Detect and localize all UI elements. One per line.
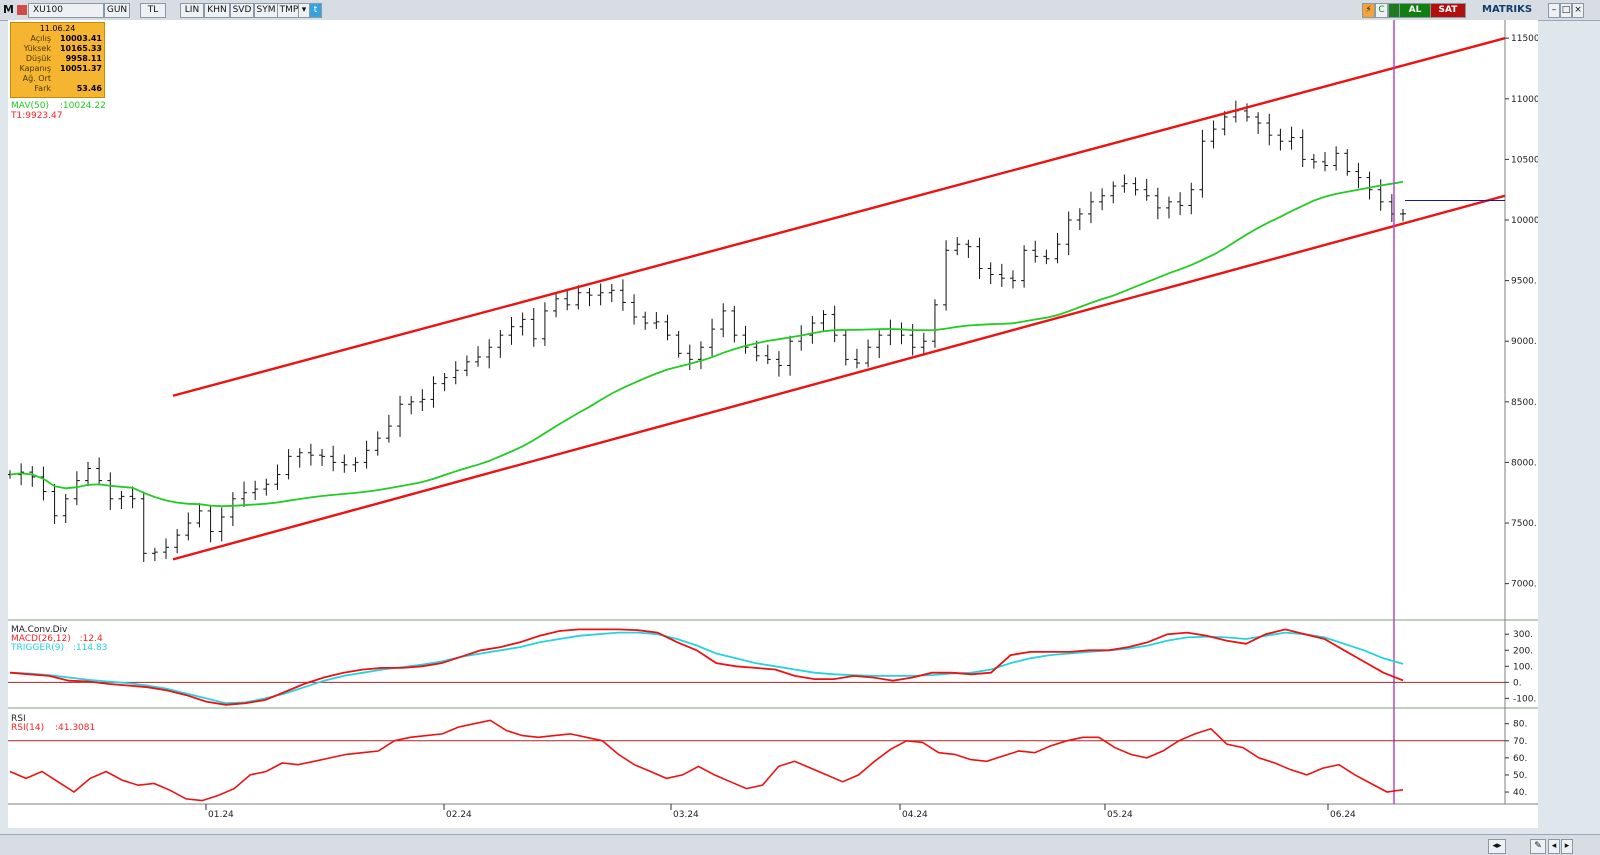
macd-axis-tick-label: 300. [1513,630,1533,640]
twitter-icon[interactable]: t [309,3,322,18]
rsi-axis-tick-label: 50. [1513,771,1527,781]
rsi-legend: RSI(14) :41.3081 [11,723,96,733]
info-date: 11.06.24 [39,24,76,33]
macd-axis-tick-label: 100. [1513,662,1533,672]
rsi-axis-tick-label: 70. [1513,737,1527,747]
lightning-icon[interactable]: ⚡ [1362,3,1375,18]
trigger-legend: TRIGGER(9) :114.83 [11,643,108,653]
x-axis-tick-label: 03.24 [673,810,699,820]
app-logo: M [3,3,14,16]
brand-label: MATRIKS [1482,4,1533,15]
x-axis-tick-label: 05.24 [1107,810,1133,820]
symbol-color-icon [17,5,27,15]
symbol-selector[interactable]: XU100 [28,3,104,18]
trigger-line [9,631,1404,705]
scroll-left-icon[interactable]: ◂ [1548,839,1560,854]
scroll-right-icon[interactable]: ▸ [1561,839,1573,854]
price-axis-tick-label: 10500. [1511,155,1538,165]
macd-axis-tick-label: 200. [1513,646,1533,656]
macd-axis-tick-label: 0. [1513,678,1522,688]
maximize-icon[interactable]: □ [1560,3,1572,18]
toolbar: M XU100 GUN TL LIN KHN SVD SYM TMP ▾ t ⚡… [0,0,1600,21]
price-axis-tick-label: 7000. [1511,580,1537,590]
rsi-panel-title: RSI [11,714,26,724]
price-axis-tick-label: 7500. [1511,519,1537,529]
info-row-low: Düşük 9958.11 [25,54,102,63]
info-row-close: Kapanış 10051.37 [19,64,102,73]
mav50-line [9,180,1404,508]
x-axis-tick-label: 04.24 [902,810,928,820]
draw-tool-icon[interactable]: ✎ [1530,839,1546,854]
ohlc-info-box: 11.06.24 Açılış 10003.41 Yüksek 10165.33 D… [10,22,105,98]
price-axis-tick-label: 11500. [1511,34,1538,44]
sym-button[interactable]: SYM [254,3,278,18]
info-row-avg: Ağ. Ort [22,74,51,83]
price-axis-tick-label: 8500. [1511,398,1537,408]
close-icon[interactable]: × [1572,3,1584,18]
minimize-icon[interactable]: – [1548,3,1560,18]
rsi-axis-tick-label: 80. [1513,720,1527,730]
macd-line [9,628,1404,706]
price-axis-tick-label: 8000. [1511,458,1537,468]
period-button[interactable]: GUN [104,3,130,18]
price-axis-tick-label: 9000. [1511,337,1537,347]
price-axis-tick-label: 11000. [1511,95,1538,105]
status-bar: ◂▸ ✎ ◂ ▸ [0,834,1600,855]
rsi-line [9,719,1404,802]
info-row-open: Açılış 10003.41 [30,34,102,43]
linear-button[interactable]: LIN [180,3,204,18]
sell-button[interactable]: SAT [1430,3,1466,18]
mav-legend: MAV(50) :10024.22 [11,101,106,111]
chart-area[interactable]: 7000. 7500. 8000. 8500. 9000. 9500. 10000. 1050… [7,20,1543,828]
price-axis-tick-label: 9500. [1511,277,1537,287]
scroll-grip[interactable]: ◂▸ [1488,839,1506,854]
price-chart-svg[interactable]: 7000. 7500. 8000. 8500. 9000. 9500. 10000. 1050… [7,20,1543,828]
rsi-axis-tick-label: 60. [1513,754,1527,764]
refresh-icon[interactable]: C [1375,3,1388,18]
x-axis-tick-label: 01.24 [208,810,234,820]
upper-channel-line [172,37,1506,397]
macd-axis-tick-label: -100. [1513,694,1536,704]
rsi-axis-tick-label: 40. [1513,788,1527,798]
svd-button[interactable]: SVD [230,3,254,18]
macd-panel-title: MA.Conv.Div [11,625,68,635]
price-axis-tick-label: 10000. [1511,216,1538,226]
t1-legend: T1:9923.47 [11,111,63,121]
x-axis-tick-label: 02.24 [446,810,472,820]
info-row-high: Yüksek 10165.33 [23,44,102,53]
currency-button[interactable]: TL [140,3,166,18]
info-row-change: Fark 53.46 [34,84,102,93]
lower-channel-line [172,194,1506,561]
khn-button[interactable]: KHN [204,3,230,18]
buy-button[interactable]: AL [1399,3,1431,18]
macd-legend: MACD(26,12) :12.4 [11,634,103,644]
x-axis-tick-label: 06.24 [1330,810,1356,820]
